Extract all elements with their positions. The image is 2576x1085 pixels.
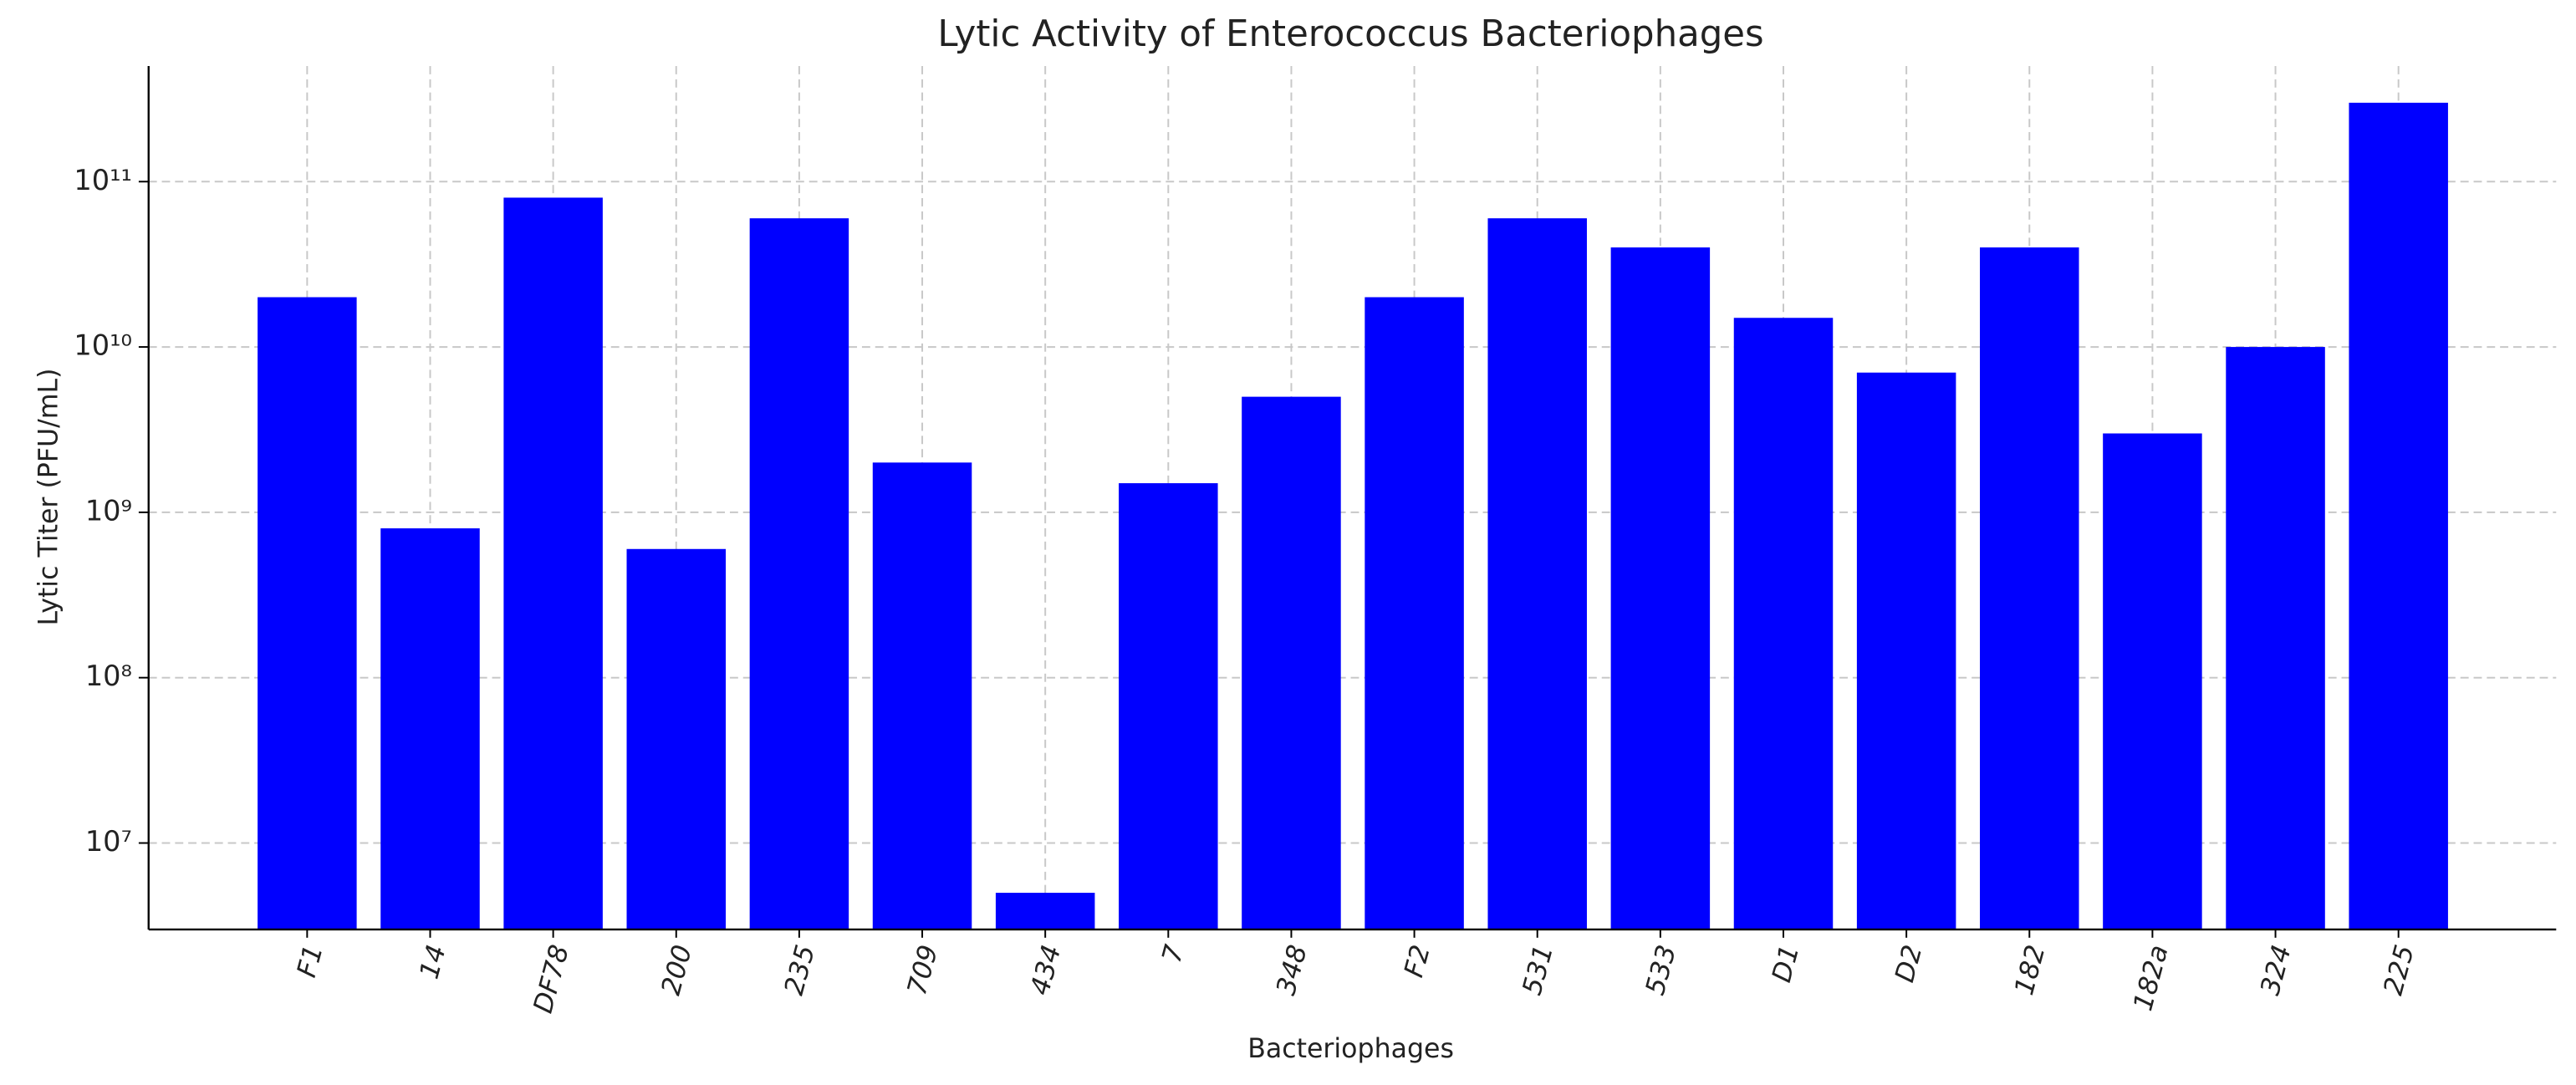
x-tick-label: 434 [1025,942,1067,999]
x-axis-label: Bacteriophages [1247,1034,1454,1064]
x-tick-label: 7 [1157,942,1191,966]
x-tick-label: 324 [2255,942,2297,999]
x-tick-label: 533 [1640,942,1682,999]
x-tick-label: D1 [1767,942,1805,986]
x-tick-label: F1 [292,942,329,981]
x-tick-label: 348 [1271,942,1313,999]
chart-title: Lytic Activity of Enterococcus Bacteriop… [937,13,1763,55]
x-tick-label: 14 [415,942,452,982]
y-tick-label: 10¹¹ [74,164,132,196]
x-tick-label: 235 [779,942,821,999]
x-tick-label: 225 [2379,942,2420,999]
x-tick-label: 531 [1518,942,1559,999]
x-tick-label: 709 [902,942,944,999]
x-tick-label: 182a [2128,942,2174,1014]
y-tick-label: 10¹⁰ [74,329,132,362]
x-tick-label: 182 [2009,942,2051,999]
x-tick-label: 200 [656,942,698,999]
y-tick-label: 10⁹ [85,494,132,527]
x-tick-label: F2 [1399,942,1436,981]
y-tick-label: 10⁷ [85,825,132,858]
bar [2349,102,2448,930]
bar [872,462,972,930]
bar [1242,396,1341,930]
y-axis-label: Lytic Titer (PFU/mL) [33,369,64,626]
bar [503,197,603,930]
bar [1856,372,1956,930]
bar [1487,218,1587,930]
bar [1119,483,1218,930]
bar [380,528,480,930]
bar [258,297,357,930]
bar [626,548,727,930]
x-tick-label: D2 [1890,942,1928,986]
bar [1365,297,1464,930]
bar [2103,433,2202,930]
bar [2226,347,2325,930]
bar [749,218,849,930]
bar [1733,318,1834,930]
x-tick-label: DF78 [528,942,575,1016]
y-tick-label: 10⁸ [85,660,132,692]
bar [1610,247,1711,930]
bar [1980,247,2079,930]
bar [995,893,1095,930]
